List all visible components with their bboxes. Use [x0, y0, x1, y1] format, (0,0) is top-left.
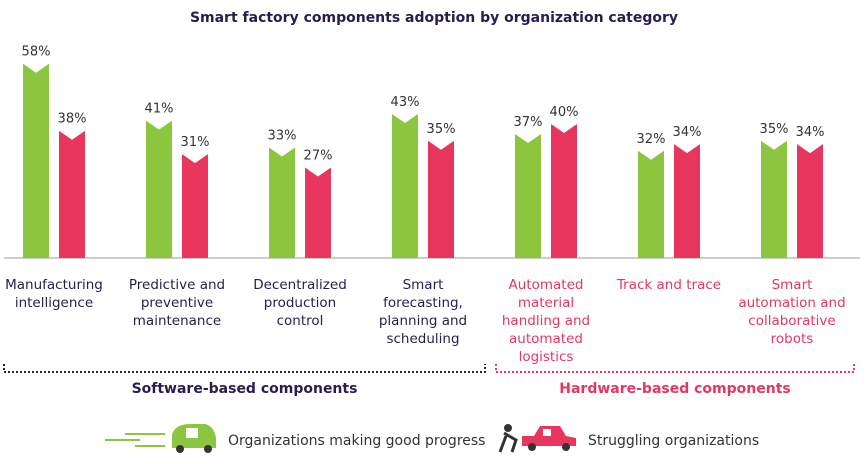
- category-label: Automated material handling and automate…: [501, 277, 591, 365]
- value-label: 43%: [391, 95, 420, 110]
- category-label: Track and trace: [616, 277, 722, 293]
- bar: [797, 144, 823, 258]
- value-label: 40%: [550, 105, 579, 120]
- bar: [551, 124, 577, 258]
- bar: [428, 140, 454, 258]
- category-label: Predictive and preventive maintenance: [128, 277, 226, 329]
- group-bracket: [3, 364, 486, 373]
- bar: [305, 167, 331, 258]
- bar: [392, 113, 418, 258]
- legend-icon-green: [105, 424, 216, 453]
- legend-icon-pink: [498, 424, 576, 453]
- value-label: 38%: [58, 112, 87, 127]
- value-label: 31%: [181, 135, 210, 150]
- value-label: 34%: [796, 125, 825, 140]
- value-label: 58%: [22, 45, 51, 60]
- group-label: Hardware-based components: [559, 381, 790, 397]
- legend-label: Organizations making good progress: [228, 433, 485, 449]
- value-label: 34%: [673, 125, 702, 140]
- chart-title: Smart factory components adoption by org…: [190, 10, 678, 26]
- category-label: Manufacturing intelligence: [5, 277, 103, 311]
- bar: [674, 144, 700, 258]
- category-label: Decentralized production control: [253, 277, 347, 329]
- bar: [269, 147, 295, 258]
- category-label: Smart forecasting, planning and scheduli…: [378, 277, 468, 347]
- bar: [761, 140, 787, 258]
- group-label: Software-based components: [132, 381, 358, 397]
- value-label: 32%: [637, 132, 666, 147]
- value-label: 27%: [304, 149, 333, 164]
- value-label: 33%: [268, 128, 297, 143]
- bar: [182, 154, 208, 258]
- value-label: 35%: [427, 122, 456, 137]
- bar: [515, 134, 541, 258]
- bar: [23, 63, 49, 259]
- bar: [146, 120, 172, 259]
- legend-label: Struggling organizations: [588, 433, 759, 449]
- bar: [638, 150, 664, 258]
- value-label: 37%: [514, 115, 543, 130]
- group-bracket: [495, 364, 855, 373]
- value-label: 41%: [145, 102, 174, 117]
- bar: [59, 130, 85, 258]
- category-label: Smart automation and collaborative robot…: [738, 277, 846, 347]
- value-label: 35%: [760, 122, 789, 137]
